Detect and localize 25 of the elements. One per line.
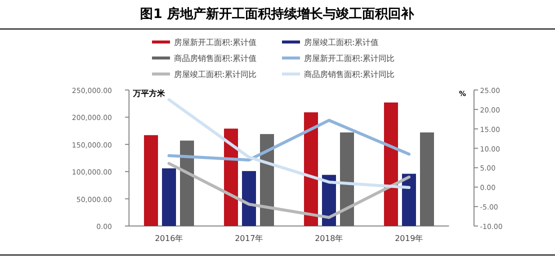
line-series	[168, 98, 410, 190]
bar	[144, 135, 158, 226]
bar	[304, 112, 318, 226]
chart-title: 图1 房地产新开工面积持续增长与竣工面积回补	[140, 6, 415, 22]
bar	[340, 132, 354, 226]
bar	[402, 174, 416, 226]
x-tick-label: 2017年	[234, 234, 264, 243]
bar	[242, 171, 256, 226]
bar	[162, 168, 176, 226]
line-series	[168, 118, 410, 162]
y-axis-title: 万平方米	[132, 88, 166, 98]
bar	[224, 128, 238, 226]
legend-label: 商品房销售面积:累计同比	[304, 70, 395, 79]
legend-label: 房屋新开工面积:累计值	[174, 38, 257, 47]
legend-label: 房屋竣工面积:累计值	[304, 38, 379, 47]
line-series	[168, 162, 410, 219]
x-tick-label: 2016年	[154, 234, 184, 243]
bar	[420, 132, 434, 226]
bar	[384, 102, 398, 226]
bar	[180, 140, 194, 226]
legend-label: 房屋竣工面积:累计同比	[174, 70, 257, 79]
x-tick-label: 2018年	[314, 234, 344, 243]
x-tick-label: 2019年	[394, 234, 424, 243]
legend-label: 房屋新开工面积:累计同比	[304, 54, 395, 63]
legend-label: 商品房销售面积:累计值	[174, 54, 257, 63]
